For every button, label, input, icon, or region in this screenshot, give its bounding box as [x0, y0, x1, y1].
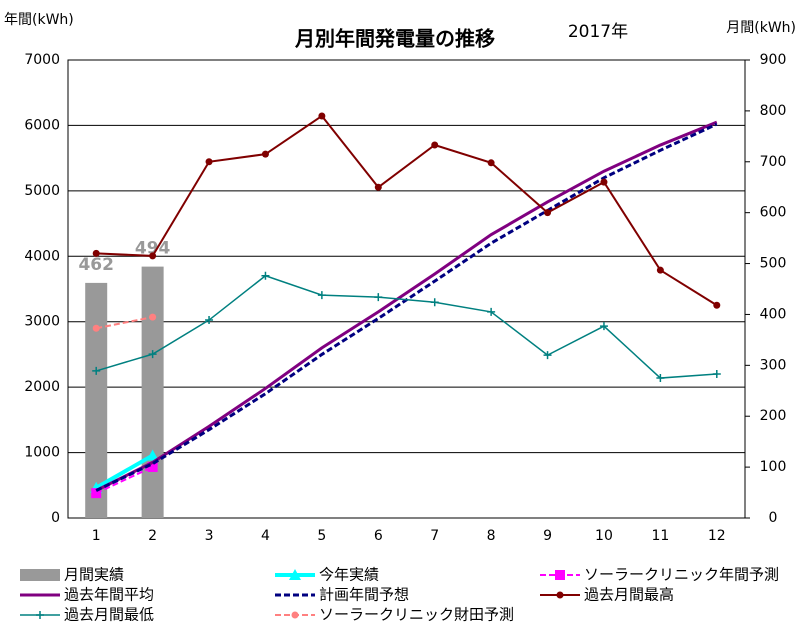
- marker: [555, 570, 565, 580]
- marker: [149, 252, 157, 260]
- marker: [92, 366, 101, 375]
- marker: [599, 322, 608, 331]
- y2-tick-label: 300: [760, 357, 787, 373]
- marker: [600, 178, 608, 186]
- x-tick-label: 5: [317, 528, 326, 544]
- legend-item: 過去月間最低: [20, 606, 154, 624]
- y-tick-label: 2000: [24, 379, 60, 395]
- y-axis-label: 年間(kWh): [4, 12, 74, 28]
- line: [96, 114, 718, 307]
- y2-tick-label: 200: [760, 408, 787, 424]
- legend-item: ソーラークリニック財田予測: [275, 606, 514, 624]
- marker: [148, 350, 157, 359]
- marker: [92, 324, 100, 332]
- line: [96, 316, 153, 330]
- marker: [205, 158, 213, 166]
- marker: [556, 591, 564, 599]
- y-tick-label: 7000: [24, 52, 60, 68]
- legend-swatch: [20, 569, 60, 581]
- x-tick-label: 6: [374, 528, 383, 544]
- y2-axis-label: 月間(kWh): [726, 20, 796, 36]
- marker: [543, 351, 552, 360]
- x-tick-label: 1: [92, 528, 101, 544]
- bar-value-label: 462: [78, 255, 114, 275]
- marker: [317, 291, 326, 300]
- x-tick-label: 8: [487, 528, 496, 544]
- line: [95, 274, 717, 379]
- y-tick-label: 5000: [24, 183, 60, 199]
- legend-item: ソーラークリニック年間予測: [540, 566, 779, 584]
- x-tick-label: 2: [148, 528, 157, 544]
- line: [95, 453, 154, 490]
- chart-subtitle: 2017年: [568, 22, 628, 42]
- y-tick-label: 3000: [24, 314, 60, 330]
- legend-item: 計画年間予想: [275, 586, 409, 604]
- marker: [205, 316, 214, 325]
- marker: [261, 150, 269, 158]
- marker: [712, 369, 721, 378]
- marker: [92, 249, 100, 257]
- legend-label: 過去月間最高: [584, 586, 674, 604]
- marker: [261, 271, 270, 280]
- marker: [487, 307, 496, 316]
- marker: [289, 569, 301, 580]
- y2-tick-label: 800: [760, 103, 787, 119]
- line: [95, 466, 154, 495]
- y2-tick-label: 500: [760, 256, 787, 272]
- legend-label: 今年実績: [319, 566, 379, 584]
- y2-tick-label: 600: [760, 205, 787, 221]
- marker: [36, 611, 44, 619]
- marker: [374, 293, 383, 302]
- marker: [656, 266, 664, 274]
- y-tick-label: 4000: [24, 248, 60, 264]
- chart-title: 月別年間発電量の推移: [294, 27, 495, 51]
- marker: [656, 374, 665, 383]
- marker: [147, 461, 158, 472]
- legend-label: ソーラークリニック年間予測: [584, 566, 779, 584]
- marker: [318, 112, 326, 120]
- y2-tick-label: 400: [760, 306, 787, 322]
- marker: [149, 313, 157, 321]
- x-tick-label: 11: [651, 528, 669, 544]
- y2-tick-label: 700: [760, 154, 787, 170]
- legend-item: 今年実績: [275, 566, 379, 584]
- marker: [291, 611, 299, 619]
- x-tick-label: 3: [205, 528, 214, 544]
- y-tick-label: 6000: [24, 117, 60, 133]
- x-tick-label: 12: [708, 528, 726, 544]
- legend-label: 月間実績: [64, 566, 124, 584]
- line: [95, 122, 718, 492]
- bar: [85, 282, 108, 518]
- marker: [146, 449, 159, 461]
- x-tick-label: 9: [543, 528, 552, 544]
- y-tick-label: 1000: [24, 445, 60, 461]
- y-tick-label: 0: [51, 510, 60, 526]
- bar: [141, 266, 164, 518]
- marker: [431, 141, 439, 149]
- bar-value-label: 494: [135, 239, 171, 259]
- marker: [374, 183, 382, 191]
- marker: [91, 488, 102, 499]
- legend-label: 過去年間平均: [64, 586, 154, 604]
- legend-item: 過去年間平均: [20, 586, 154, 604]
- legend-label: ソーラークリニック財田予測: [319, 606, 514, 624]
- marker: [544, 209, 552, 217]
- legend-item: 月間実績: [20, 566, 124, 584]
- x-tick-label: 4: [261, 528, 270, 544]
- marker: [430, 298, 439, 307]
- plot-frame: [67, 59, 746, 519]
- marker: [713, 301, 721, 309]
- y2-tick-label: 100: [760, 459, 787, 475]
- x-tick-label: 10: [595, 528, 613, 544]
- line: [95, 120, 718, 492]
- x-tick-label: 7: [430, 528, 439, 544]
- legend-label: 計画年間予想: [319, 586, 409, 604]
- y2-tick-label: 900: [760, 52, 787, 68]
- legend-label: 過去月間最低: [64, 606, 154, 624]
- legend-item: 過去月間最高: [540, 586, 674, 604]
- marker: [487, 159, 495, 167]
- y2-tick-label: 0: [769, 510, 778, 526]
